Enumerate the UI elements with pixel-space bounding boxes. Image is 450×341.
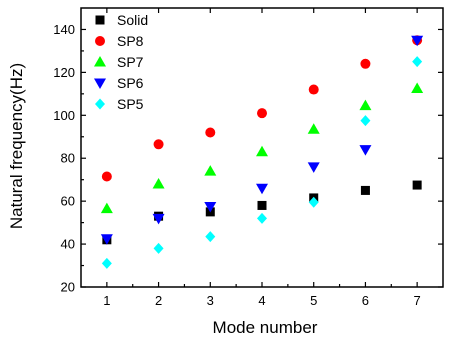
x-axis-title: Mode number bbox=[213, 318, 318, 337]
y-tick-label: 20 bbox=[61, 280, 75, 295]
y-tick-label: 60 bbox=[61, 194, 75, 209]
legend-label-solid: Solid bbox=[117, 12, 148, 28]
y-tick-label: 140 bbox=[53, 22, 75, 37]
x-tick-label: 1 bbox=[103, 293, 110, 308]
legend-marker-sp7 bbox=[94, 56, 106, 67]
point-sp5 bbox=[308, 196, 319, 208]
point-sp6 bbox=[307, 162, 320, 173]
point-sp6 bbox=[100, 234, 113, 245]
point-sp5 bbox=[153, 242, 164, 254]
point-solid bbox=[412, 180, 422, 190]
legend-marker-sp8 bbox=[95, 36, 105, 46]
point-sp6 bbox=[359, 145, 372, 156]
point-solid bbox=[257, 200, 267, 210]
legend: Solid SP8 SP7 SP6 SP5 bbox=[94, 12, 148, 112]
legend-label-sp8: SP8 bbox=[117, 33, 144, 49]
point-sp7 bbox=[359, 99, 372, 111]
legend-marker-solid bbox=[95, 15, 105, 25]
point-sp8 bbox=[101, 171, 112, 182]
point-sp5 bbox=[412, 56, 423, 68]
point-sp6 bbox=[204, 202, 217, 213]
point-sp8 bbox=[153, 139, 164, 150]
point-sp7 bbox=[152, 177, 165, 189]
x-tick-label: 5 bbox=[310, 293, 317, 308]
point-sp8 bbox=[205, 127, 216, 138]
legend-label-sp7: SP7 bbox=[117, 54, 144, 70]
x-axis-ticks: 1 2 3 4 5 6 7 bbox=[103, 8, 421, 308]
y-axis-title: Natural frequency(Hz) bbox=[7, 63, 26, 229]
legend-label-sp6: SP6 bbox=[117, 75, 144, 91]
x-tick-label: 6 bbox=[362, 293, 369, 308]
legend-marker-sp5 bbox=[95, 98, 105, 110]
point-sp6 bbox=[411, 35, 424, 47]
y-tick-label: 120 bbox=[53, 65, 75, 80]
point-sp8 bbox=[257, 108, 267, 119]
point-sp8 bbox=[308, 84, 319, 95]
x-tick-label: 7 bbox=[414, 293, 421, 308]
y-tick-label: 100 bbox=[53, 108, 75, 123]
data-points bbox=[100, 35, 424, 269]
point-sp7 bbox=[100, 202, 113, 214]
point-sp7 bbox=[256, 145, 268, 157]
point-sp5 bbox=[205, 231, 216, 243]
point-sp7 bbox=[307, 123, 320, 134]
point-sp6 bbox=[256, 183, 268, 195]
point-sp6 bbox=[152, 213, 165, 225]
point-sp5 bbox=[257, 212, 267, 224]
point-sp5 bbox=[360, 115, 371, 127]
point-sp7 bbox=[204, 165, 217, 176]
x-tick-label: 4 bbox=[258, 293, 265, 308]
x-tick-label: 3 bbox=[207, 293, 214, 308]
y-axis-ticks: 20 40 60 80 100 120 140 bbox=[53, 22, 443, 295]
x-tick-label: 2 bbox=[155, 293, 162, 308]
point-sp8 bbox=[360, 58, 371, 69]
y-tick-label: 80 bbox=[61, 151, 75, 166]
legend-marker-sp6 bbox=[94, 78, 106, 89]
point-solid bbox=[360, 185, 370, 195]
point-sp5 bbox=[101, 257, 112, 269]
legend-label-sp5: SP5 bbox=[117, 96, 144, 112]
point-sp7 bbox=[411, 82, 424, 93]
y-tick-label: 40 bbox=[61, 237, 75, 252]
